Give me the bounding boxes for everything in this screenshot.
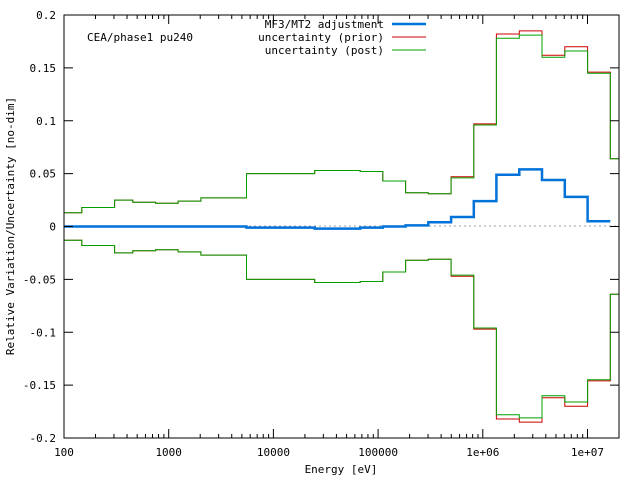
series-uncertainty-prior-upper bbox=[64, 30, 619, 214]
y-tick-label: 0.1 bbox=[36, 115, 56, 128]
y-axis-label: Relative Variation/Uncertainty [no-dim] bbox=[4, 97, 17, 355]
y-axis: 0.2 0.15 0.1 0.05 0 -0.05 -0.1 -0.15 -0.2 bbox=[23, 9, 619, 445]
plot-area bbox=[63, 14, 620, 439]
x-tick-label: 10000 bbox=[257, 446, 290, 459]
chart-annotation: CEA/phase1 pu240 bbox=[87, 31, 193, 44]
x-tick-label: 100 bbox=[54, 446, 74, 459]
y-tick-label: 0.2 bbox=[36, 9, 56, 22]
y-tick-label: 0.05 bbox=[30, 168, 57, 181]
legend-label: uncertainty (post) bbox=[265, 44, 384, 57]
series-mf3-mt2-adjustment bbox=[64, 168, 611, 230]
x-tick-label: 100000 bbox=[358, 446, 398, 459]
series-uncertainty-prior-lower bbox=[64, 239, 619, 423]
series-layer bbox=[64, 30, 619, 423]
legend-label: MF3/MT2 adjustment bbox=[265, 18, 384, 31]
y-tick-label: 0.15 bbox=[30, 62, 57, 75]
x-axis-label: Energy [eV] bbox=[305, 463, 378, 476]
series-uncertainty-post-upper bbox=[64, 34, 619, 214]
x-tick-label: 1e+07 bbox=[571, 446, 604, 459]
x-tick-label: 1000 bbox=[155, 446, 182, 459]
y-tick-label: -0.1 bbox=[30, 326, 57, 339]
y-tick-label: -0.05 bbox=[23, 273, 56, 286]
x-axis: 100 1000 10000 100000 1e+06 1e+07 bbox=[54, 15, 620, 459]
legend-label: uncertainty (prior) bbox=[258, 31, 384, 44]
series-uncertainty-post-lower bbox=[64, 239, 619, 419]
y-tick-label: 0 bbox=[49, 221, 56, 234]
y-tick-label: -0.2 bbox=[30, 432, 57, 445]
x-tick-label: 1e+06 bbox=[466, 446, 499, 459]
y-tick-label: -0.15 bbox=[23, 379, 56, 392]
